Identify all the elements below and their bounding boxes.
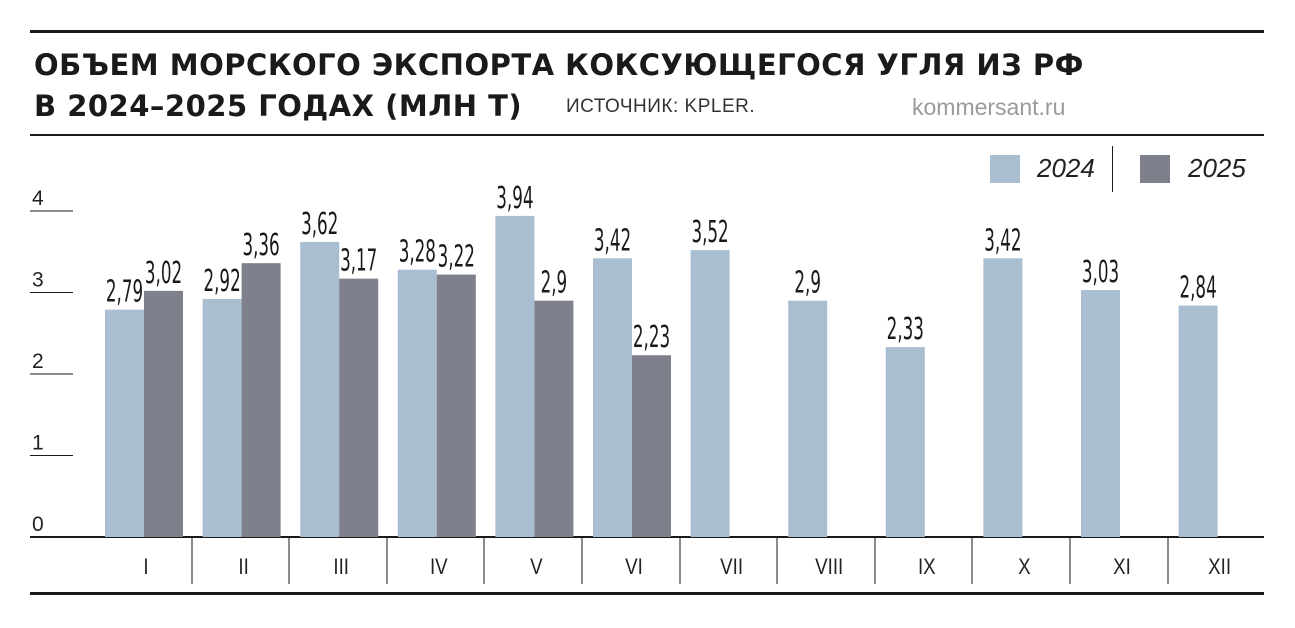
bar-2025-I	[144, 290, 183, 537]
bar-2025-V	[534, 300, 574, 537]
source-note: ИСТОЧНИК: KPLER.	[566, 96, 756, 117]
data-label-2025-IV: 3,22	[438, 239, 475, 274]
chart-title-line1: ОБЪЕМ МОРСКОГО ЭКСПОРТА КОКСУЮЩЕГОСЯ УГЛ…	[34, 48, 1084, 82]
data-label-2024-VIII: 2,9	[794, 265, 821, 300]
legend-label-2025: 2025	[1188, 153, 1246, 183]
legend-label-2024: 2024	[1037, 153, 1095, 183]
header-rule	[30, 134, 1264, 136]
y-tick-label: 3	[32, 269, 44, 292]
bar-2025-VI	[632, 355, 671, 537]
bar-2024-XII	[1178, 305, 1218, 537]
data-label-2024-IV: 3,28	[399, 234, 436, 269]
bar-2024-VII	[690, 250, 730, 537]
legend-divider	[1112, 146, 1113, 192]
y-tick-label: 4	[32, 187, 44, 210]
data-label-2024-II: 2,92	[203, 263, 240, 298]
x-tick-label: VI	[625, 556, 643, 580]
data-label-2024-V: 3,94	[496, 180, 533, 215]
x-tick-label: VIII	[815, 556, 843, 580]
bar-2024-I	[105, 309, 144, 537]
bar-2024-VI	[593, 258, 632, 537]
data-label-2025-I: 3,02	[145, 255, 182, 290]
bar-2024-XI	[1081, 290, 1120, 537]
x-tick-label: II	[238, 556, 248, 580]
bar-2024-X	[983, 258, 1023, 537]
bottom-rule	[30, 592, 1264, 595]
top-rule	[30, 30, 1264, 33]
chart-title-line2: В 2024–2025 ГОДАХ (МЛН Т)	[34, 89, 523, 123]
y-tick-label: 0	[32, 513, 44, 536]
data-label-2024-X: 3,42	[984, 223, 1021, 258]
x-tick-label: XI	[1113, 556, 1131, 580]
y-tick-label: 2	[32, 350, 44, 373]
x-tick-label: XII	[1208, 556, 1231, 580]
bar-2024-II	[202, 299, 242, 537]
data-label-2024-I: 2,79	[106, 274, 143, 309]
bar-2024-III	[300, 241, 340, 537]
x-tick-label: IX	[918, 556, 936, 580]
bar-2025-III	[339, 278, 379, 537]
x-tick-label: I	[143, 556, 148, 580]
y-tick-label: 1	[32, 432, 44, 455]
data-label-2025-II: 3,36	[242, 228, 279, 263]
data-label-2024-VI: 3,42	[594, 223, 631, 258]
bar-2024-IV	[397, 269, 437, 537]
x-tick-label: IV	[430, 556, 448, 580]
bar-2025-II	[241, 263, 281, 537]
data-label-2025-VI: 2,23	[633, 320, 670, 355]
bar-2024-IX	[885, 347, 925, 537]
bar-2024-V	[495, 215, 535, 537]
x-tick-label: X	[1018, 556, 1031, 580]
data-label-2024-IX: 2,33	[887, 311, 924, 346]
data-label-2024-III: 3,62	[301, 206, 338, 241]
data-label-2024-XI: 3,03	[1082, 254, 1119, 289]
bar-2024-VIII	[788, 300, 828, 537]
brand-watermark: kommersant.ru	[912, 94, 1066, 120]
data-label-2025-III: 3,17	[340, 243, 377, 278]
bar-2025-IV	[436, 274, 476, 537]
data-label-2025-V: 2,9	[541, 265, 568, 300]
legend-swatch-2025	[1140, 155, 1170, 183]
legend-swatch-2024	[990, 155, 1020, 183]
x-tick-label: VII	[720, 556, 743, 580]
x-tick-label: III	[333, 556, 349, 580]
x-tick-label: V	[530, 556, 543, 580]
data-label-2024-XII: 2,84	[1179, 270, 1216, 305]
data-label-2024-VII: 3,52	[691, 214, 728, 249]
